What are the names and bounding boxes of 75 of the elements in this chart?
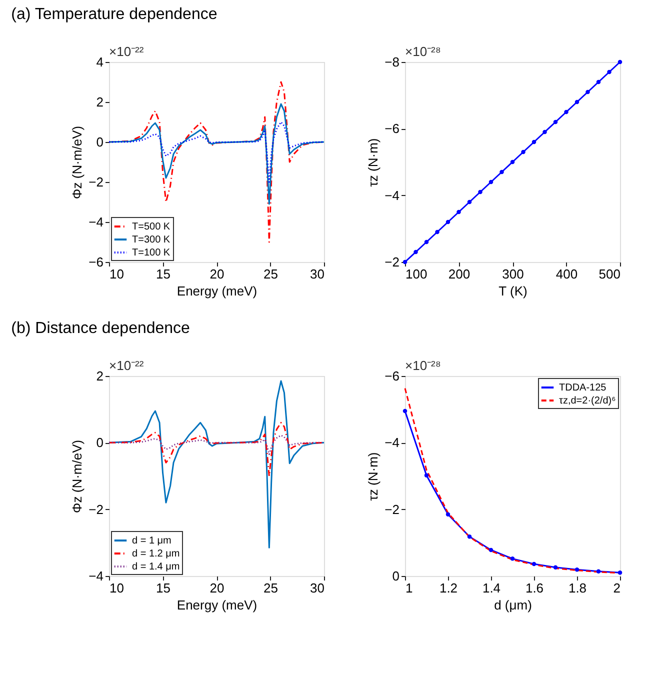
y-tick-label: 4	[96, 54, 104, 70]
x-axis-title: Energy (meV)	[176, 284, 258, 298]
x-tick-label: 15	[156, 266, 170, 282]
point	[553, 565, 558, 570]
legend-label: d = 1.4 μm	[132, 562, 180, 572]
x-tick-label: 100	[406, 266, 428, 282]
legend-label: T=500 K	[132, 222, 170, 232]
x-tick-label: 1.6	[525, 580, 544, 596]
x-tick-label: 20	[210, 266, 224, 282]
legend-label: TDDA-125	[559, 382, 607, 394]
point	[574, 568, 580, 572]
y-tick-label: −2	[384, 502, 400, 517]
x-tick-label: 1.4	[482, 580, 501, 596]
x-tick-label: 25	[264, 580, 278, 596]
x-tick-label: 1	[406, 580, 413, 596]
legend-label: d = 1.2 μm	[132, 548, 180, 560]
x-axis-title: T (K)	[498, 284, 528, 298]
x-tick-label: 200	[448, 266, 470, 282]
y-tick-label: 2	[96, 94, 104, 110]
legend-label: T=300 K	[132, 234, 170, 246]
y-tick-label: −6	[384, 121, 400, 136]
point	[446, 512, 450, 516]
chart-title: (b) Distance dependence	[11, 320, 190, 337]
y-tick-label: −2	[384, 254, 400, 270]
point	[402, 408, 408, 414]
point	[424, 473, 429, 478]
x-tick-label: 30	[310, 266, 324, 282]
x-tick-label: 2	[613, 580, 620, 596]
y-tick-label: 0	[96, 134, 104, 150]
x-tick-label: 10	[110, 580, 124, 596]
point	[596, 569, 601, 574]
y-tick-label: −6	[384, 368, 400, 384]
line-series	[108, 121, 325, 183]
text: ×10⁻²⁸	[405, 358, 441, 373]
point	[532, 562, 536, 566]
point	[618, 570, 622, 575]
x-tick-label: 500	[598, 266, 620, 282]
legend-label: d = 1 μm	[132, 536, 172, 546]
text: ×10⁻²²	[109, 44, 144, 59]
text: ×10⁻²⁸	[405, 44, 441, 59]
line-series	[108, 434, 325, 456]
chart-title: (a) Temperature dependence	[11, 6, 218, 23]
x-tick-label: 300	[502, 266, 524, 282]
x-tick-label: 10	[110, 266, 124, 282]
x-tick-label: 1.2	[439, 580, 458, 596]
y-tick-label: −4	[384, 188, 400, 203]
x-tick-label: 20	[210, 580, 224, 596]
x-tick-label: 400	[556, 266, 578, 282]
y-tick-label: −2	[88, 174, 104, 190]
y-tick-label: 0	[96, 435, 104, 450]
legend-label: τz,d=2·(2/d)⁶	[559, 396, 616, 406]
y-tick-label: −4	[88, 568, 104, 584]
x-tick-label: 30	[310, 580, 324, 596]
y-tick-label: −6	[88, 254, 104, 270]
x-axis-title: d (μm)	[494, 598, 532, 612]
text: ×10⁻²²	[109, 358, 144, 373]
x-tick-label: 25	[264, 266, 278, 282]
y-axis-title: τz (N·m)	[366, 452, 381, 501]
y-axis-title: Φz (N·m/eV)	[70, 126, 85, 200]
y-tick-label: −2	[88, 502, 104, 517]
point	[467, 534, 472, 539]
point	[510, 556, 515, 561]
x-tick-label: 1.8	[568, 580, 587, 596]
y-tick-label: 0	[392, 568, 400, 584]
y-axis-title: τz (N·m)	[366, 138, 381, 187]
x-tick-label: 15	[156, 580, 170, 596]
y-tick-label: −4	[88, 214, 104, 230]
point	[488, 548, 494, 552]
y-tick-label: −8	[384, 54, 400, 70]
y-tick-label: 2	[96, 368, 104, 384]
legend-label: T=100 K	[132, 248, 170, 258]
line-series	[108, 103, 325, 205]
y-axis-title: Φz (N·m/eV)	[70, 440, 85, 514]
y-tick-label: −4	[384, 435, 400, 450]
x-axis-title: Energy (meV)	[176, 598, 258, 612]
